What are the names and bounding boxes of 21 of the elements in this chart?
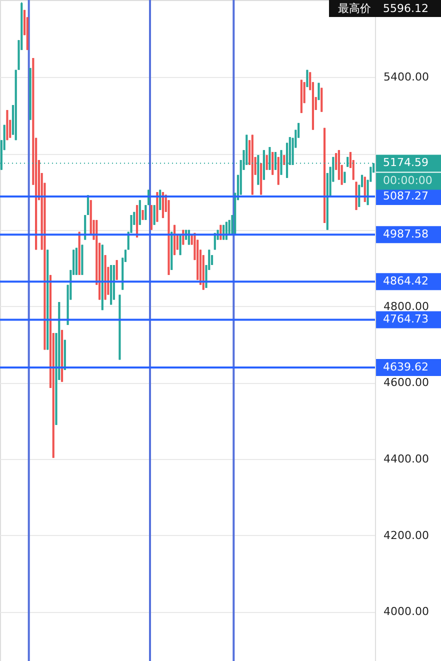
candlestick [142,210,144,220]
annotation: 最高价 [338,2,371,15]
candlestick [116,260,118,280]
text: 5596.12 [383,2,428,15]
y-tick-label: 4600.00 [384,376,429,390]
ref-line-label: 4864.42 [383,274,428,288]
candlestick [283,154,286,166]
text: 00:00:00 [383,174,432,188]
candlestick [266,154,268,170]
y-tick-label: 5400.00 [384,70,429,84]
y-tick-label: 4000.00 [384,605,429,618]
candlestick [153,204,156,226]
ref-line-label: 4639.62 [383,360,428,374]
y-tick-label: 4800.00 [384,300,429,313]
ref-line-label: 4987.58 [383,228,428,241]
y-tick-label: 4200.00 [384,528,429,542]
y-tick-label: 4400.00 [384,452,429,466]
ref-line-label: 5174.59 [383,156,428,170]
candlestick [144,204,147,220]
ref-line-label: 4764.73 [383,312,428,326]
ref-line-label: 5087.27 [383,190,428,203]
